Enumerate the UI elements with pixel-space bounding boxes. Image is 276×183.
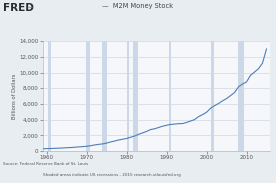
Bar <box>102 41 107 151</box>
Text: ∼: ∼ <box>26 3 33 12</box>
Bar <box>86 41 90 151</box>
Text: Source: Federal Reserve Bank of St. Louis: Source: Federal Reserve Bank of St. Loui… <box>3 162 88 166</box>
Bar <box>127 41 129 151</box>
Y-axis label: Billions of Dollars: Billions of Dollars <box>12 73 17 119</box>
Text: —  M2M Money Stock: — M2M Money Stock <box>102 3 174 9</box>
Text: Shaded areas indicate US recessions - 2015 research.stlouisfed.org: Shaded areas indicate US recessions - 20… <box>43 173 181 177</box>
Text: FRED: FRED <box>3 3 34 13</box>
Bar <box>133 41 138 151</box>
Bar <box>169 41 171 151</box>
Bar <box>211 41 214 151</box>
Bar <box>48 41 51 151</box>
Bar <box>238 41 244 151</box>
